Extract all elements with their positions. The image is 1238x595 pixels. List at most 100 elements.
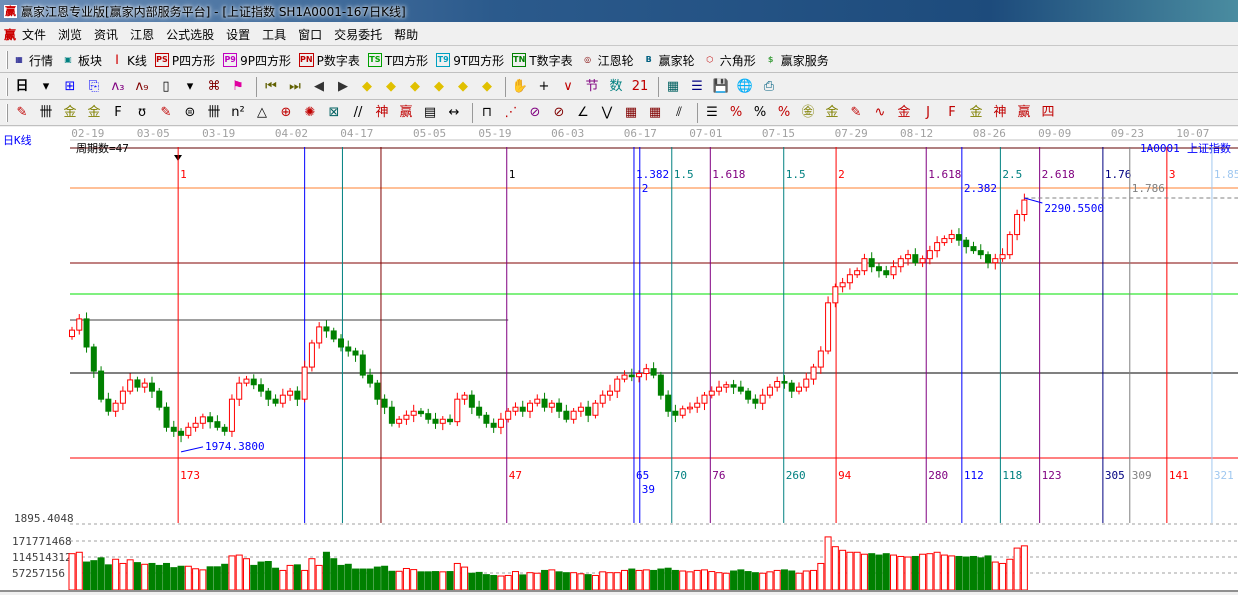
- calculator-icon[interactable]: ▦: [666, 79, 680, 94]
- triangle-icon[interactable]: △: [257, 105, 267, 120]
- zoom-in-icon[interactable]: ◆: [434, 79, 444, 94]
- percent-slant-icon[interactable]: %: [729, 105, 743, 120]
- toolbar-button-table[interactable]: ▦ 行情: [12, 52, 53, 69]
- wave9-icon[interactable]: ʌ₉: [135, 79, 149, 94]
- toolbar-button-pn[interactable]: PN P数字表: [299, 52, 360, 69]
- down-diamond-icon[interactable]: ◆: [386, 79, 396, 94]
- percent-lines-icon[interactable]: %: [777, 105, 791, 120]
- menu-item-7[interactable]: 窗口: [298, 27, 323, 42]
- menu-item-1[interactable]: 浏览: [58, 27, 83, 42]
- gold-fan-icon[interactable]: 金: [969, 105, 983, 120]
- angle-icon[interactable]: ∠: [577, 105, 589, 120]
- fan-icon[interactable]: ⋰: [504, 105, 518, 120]
- radial-icon[interactable]: ✺: [304, 105, 316, 120]
- node-icon[interactable]: 节: [585, 79, 599, 94]
- f-fan-icon[interactable]: F: [948, 105, 956, 120]
- next-icon[interactable]: ▶: [338, 79, 348, 94]
- toolbar-grip[interactable]: [6, 51, 8, 69]
- zoom-out-icon[interactable]: ◆: [458, 79, 468, 94]
- toolbar-grip[interactable]: [6, 104, 8, 122]
- toolbar-button-kline[interactable]: ┃ K线: [110, 52, 147, 69]
- slant-icon[interactable]: //: [353, 105, 363, 120]
- gold-red-icon[interactable]: 金: [897, 105, 911, 120]
- period-select[interactable]: 日: [15, 79, 29, 94]
- toolbar-button-dollar[interactable]: $ 赢家服务: [764, 52, 829, 69]
- toolbar-button-gann-wheel[interactable]: ◎ 江恩轮: [581, 52, 634, 69]
- wave-icon[interactable]: ∿: [874, 105, 886, 120]
- kline-chart[interactable]: 日K线 02-19 03-05 03-19 04-02 04-17 05-05 05-19 06…: [0, 127, 1238, 592]
- ying-fan-icon[interactable]: 赢: [1017, 105, 1031, 120]
- menu-item-3[interactable]: 江恩: [130, 27, 155, 42]
- toolbar-button-tn[interactable]: TN T数字表: [512, 52, 573, 69]
- toolbar-button-ps[interactable]: PS P四方形: [154, 52, 215, 69]
- crosshair-icon[interactable]: +: [538, 79, 550, 94]
- toolbar-grip[interactable]: [6, 78, 8, 96]
- hatch-icon[interactable]: ⫽: [676, 105, 682, 120]
- chevron-down-icon[interactable]: ▾: [186, 79, 194, 94]
- chart-canvas[interactable]: 日K线 02-19 03-05 03-19 04-02 04-17 05-05 05-19 06…: [0, 127, 1238, 592]
- target-icon[interactable]: ⊕: [280, 105, 292, 120]
- ruler-icon[interactable]: ▤: [423, 105, 437, 120]
- n2-icon[interactable]: n²: [231, 105, 245, 120]
- menu-item-4[interactable]: 公式选股: [166, 27, 215, 42]
- pen-level-icon[interactable]: ✎: [850, 105, 862, 120]
- gold-lines2-icon[interactable]: 金: [87, 105, 101, 120]
- pen-icon[interactable]: ✎: [16, 105, 28, 120]
- network-icon[interactable]: 🌐: [736, 79, 754, 94]
- box-icon[interactable]: ⊓: [481, 105, 493, 120]
- toolbar-button-ts[interactable]: TS T四方形: [367, 52, 428, 69]
- toolbar-button-t9[interactable]: T9 9T四方形: [436, 52, 504, 69]
- toolbar-button-big-wheel[interactable]: B 赢家轮: [642, 52, 695, 69]
- ticks-icon[interactable]: ☰: [706, 105, 718, 120]
- pen-lines-icon[interactable]: ✎: [160, 105, 172, 120]
- flag-icon[interactable]: ⚑: [232, 79, 244, 94]
- shen-fan-icon[interactable]: 神: [993, 105, 1007, 120]
- percent-icon[interactable]: %: [753, 105, 767, 120]
- box-fan-icon[interactable]: ⊘: [529, 105, 541, 120]
- shen-icon[interactable]: 神: [375, 105, 389, 120]
- f-lines-icon[interactable]: F: [114, 105, 122, 120]
- j-fan-icon[interactable]: J: [926, 105, 930, 120]
- hand-icon[interactable]: ✋: [511, 79, 529, 94]
- menu-item-0[interactable]: 文件: [22, 27, 47, 42]
- lines-icon[interactable]: 卌: [39, 105, 53, 120]
- wave3-icon[interactable]: ʌ₃: [111, 79, 125, 94]
- v-expand-icon[interactable]: ◆: [482, 79, 492, 94]
- first-icon[interactable]: ⏮: [265, 79, 277, 94]
- parallel-icon[interactable]: 卌: [207, 105, 221, 120]
- box-fan2-icon[interactable]: ⊘: [553, 105, 565, 120]
- toolbar-button-p9[interactable]: P9 9P四方形: [223, 52, 291, 69]
- calendar-icon[interactable]: 21: [631, 79, 649, 94]
- line-point-icon[interactable]: ∨: [563, 79, 573, 94]
- gold-circle-icon[interactable]: ㊎: [801, 105, 815, 120]
- save-icon[interactable]: 💾: [712, 79, 730, 94]
- circle-lines-icon[interactable]: ⊜: [184, 105, 196, 120]
- menu-item-6[interactable]: 工具: [262, 27, 287, 42]
- print-icon[interactable]: ⎙: [763, 79, 775, 94]
- gold-lines-icon[interactable]: 金: [63, 105, 77, 120]
- chevron-down-icon[interactable]: ▾: [42, 79, 50, 94]
- toolbar-button-blocks[interactable]: ▣ 板块: [61, 52, 102, 69]
- menu-item-8[interactable]: 交易委托: [334, 27, 383, 42]
- last-icon[interactable]: ⏭: [289, 79, 301, 94]
- toolbar-button-hexagon[interactable]: ⬡ 六角形: [703, 52, 756, 69]
- pattern-icon[interactable]: ⌘: [207, 79, 221, 94]
- clipboard-icon[interactable]: ⎘: [88, 79, 100, 94]
- candle-type-icon[interactable]: ▯: [162, 79, 170, 94]
- measure-icon[interactable]: ↔: [448, 105, 460, 120]
- left-diamond-icon[interactable]: ◆: [362, 79, 372, 94]
- spiral-icon[interactable]: ʊ: [137, 105, 147, 120]
- menu-item-5[interactable]: 设置: [226, 27, 251, 42]
- four-fan-icon[interactable]: 四: [1041, 105, 1055, 120]
- number-icon[interactable]: 数: [609, 79, 623, 94]
- prev-icon[interactable]: ◀: [314, 79, 324, 94]
- zigzag-icon[interactable]: ⋁: [601, 105, 613, 120]
- grid2-icon[interactable]: ▦: [648, 105, 662, 120]
- gold-levels-icon[interactable]: 金: [825, 105, 839, 120]
- grid-icon[interactable]: ▦: [624, 105, 638, 120]
- ying-icon[interactable]: 赢: [399, 105, 413, 120]
- notes-icon[interactable]: ☰: [691, 79, 703, 94]
- chart-select-icon[interactable]: ⊞: [64, 79, 76, 94]
- menu-item-9[interactable]: 帮助: [394, 27, 419, 42]
- menu-item-2[interactable]: 资讯: [94, 27, 119, 42]
